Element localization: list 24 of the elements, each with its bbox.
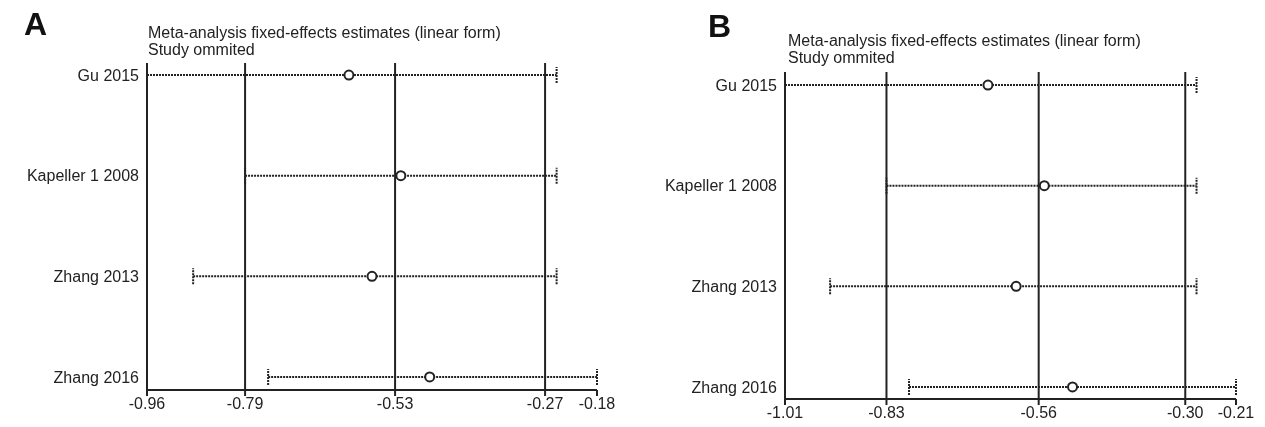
x-tick-label: -0.56: [1020, 404, 1058, 422]
x-tick-label: -0.53: [376, 395, 414, 413]
x-tick-label: -0.18: [578, 395, 616, 413]
chart-title: Meta-analysis fixed-effects estimates (linear form): [148, 24, 501, 41]
chart-title: Meta-analysis fixed-effects estimates (linear form): [788, 32, 1141, 49]
x-tick-label: -0.96: [128, 395, 166, 413]
y-tick-label: Gu 2015: [77, 66, 140, 84]
x-tick-label: -1.01: [766, 404, 804, 422]
y-tick-label: Kapeller 1 2008: [26, 167, 140, 185]
y-tick-label: Kapeller 1 2008: [664, 177, 778, 195]
y-tick-label: Zhang 2016: [53, 368, 140, 386]
x-tick-label: -0.83: [868, 404, 905, 422]
text: B: [708, 8, 732, 45]
x-tick-label: -0.30: [1167, 404, 1204, 422]
x-tick-label: -0.21: [1217, 404, 1255, 422]
x-tick-label: -0.79: [226, 395, 264, 413]
y-tick-label: Zhang 2013: [53, 267, 140, 285]
x-tick-label: -0.27: [526, 395, 564, 413]
text: A: [24, 6, 48, 43]
y-tick-label: Gu 2015: [715, 76, 778, 94]
y-tick-label: Zhang 2016: [691, 378, 778, 396]
chart-subtitle: Study ommited: [788, 49, 896, 66]
y-tick-label: Zhang 2013: [691, 277, 778, 295]
chart-subtitle: Study ommited: [148, 41, 256, 58]
